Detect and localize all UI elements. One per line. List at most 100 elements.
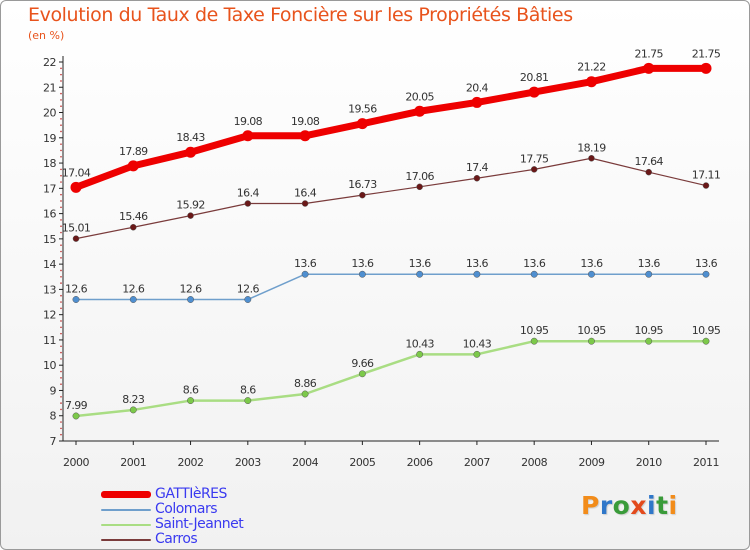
- y-minor-tick: [60, 402, 62, 404]
- data-label: 20.4: [466, 81, 489, 94]
- y-minor-tick: [60, 345, 62, 348]
- data-label: 21.22: [577, 61, 606, 74]
- chart-title: Evolution du Taux de Taxe Foncière sur l…: [28, 4, 573, 26]
- data-label: 12.6: [179, 283, 202, 296]
- data-point: [645, 270, 653, 278]
- data-point: [70, 181, 82, 193]
- y-tick-label: 21: [43, 81, 56, 94]
- proxiti-logo: Proxiti: [581, 491, 678, 520]
- y-tick-label: 14: [43, 258, 56, 271]
- legend-item: Saint-Jeannet: [101, 517, 244, 532]
- y-tick-label: 9: [50, 384, 57, 397]
- data-point: [414, 105, 426, 117]
- series-line: [75, 273, 707, 301]
- y-minor-tick: [60, 370, 62, 373]
- data-label: 13.6: [294, 257, 317, 270]
- data-label: 18.19: [577, 141, 606, 154]
- data-label: 19.08: [234, 115, 263, 128]
- data-point: [588, 270, 595, 278]
- data-label: 13.6: [466, 257, 489, 270]
- y-tick-label: 7: [50, 435, 57, 448]
- y-tick-label: 8: [50, 410, 57, 423]
- series-line: [75, 157, 707, 240]
- data-point: [72, 412, 80, 420]
- y-minor-tick: [60, 99, 62, 101]
- data-point: [473, 270, 481, 278]
- data-label: 17.75: [520, 152, 549, 165]
- data-label: 17.06: [405, 170, 434, 183]
- data-point: [473, 174, 481, 182]
- y-minor-tick: [60, 200, 62, 202]
- data-point: [416, 270, 424, 278]
- data-point: [416, 350, 424, 358]
- data-point: [301, 390, 309, 398]
- data-label: 15.46: [119, 210, 148, 223]
- y-minor-tick: [60, 320, 62, 322]
- logo-letter: i: [668, 491, 678, 520]
- data-point: [702, 337, 710, 345]
- x-tick-label: 2005: [349, 456, 375, 469]
- legend-item: Carros: [101, 532, 243, 547]
- y-minor-tick: [60, 395, 62, 398]
- data-label: 8.6: [240, 384, 256, 397]
- data-label: 10.43: [405, 337, 434, 350]
- logo-letter: P: [581, 491, 600, 520]
- y-minor-tick: [60, 155, 62, 158]
- y-tick-label: 19: [43, 132, 56, 145]
- data-point: [473, 350, 481, 358]
- y-minor-tick: [60, 118, 62, 120]
- data-point: [416, 183, 423, 191]
- y-minor-tick: [60, 294, 62, 297]
- y-minor-tick: [60, 383, 62, 385]
- x-tick-label: 2004: [292, 456, 318, 469]
- y-minor-tick: [60, 105, 62, 108]
- legend-swatch: [101, 508, 151, 511]
- y-minor-tick: [60, 269, 62, 272]
- data-point: [185, 146, 197, 158]
- y-minor-tick: [60, 219, 62, 221]
- x-tick-label: 2006: [407, 456, 433, 469]
- x-tick-label: 2002: [178, 456, 204, 469]
- y-minor-tick: [60, 307, 62, 310]
- data-label: 8.6: [183, 384, 199, 397]
- data-label: 9.66: [351, 357, 374, 370]
- legend: GATTIèRES Colomars Saint-Jeannet Carros: [101, 487, 244, 547]
- y-minor-tick: [60, 351, 62, 354]
- series-line: [74, 339, 708, 418]
- logo-letter: r: [599, 491, 613, 520]
- y-minor-tick: [60, 174, 62, 177]
- y-tick-label: 10: [43, 359, 56, 372]
- data-point: [187, 212, 194, 219]
- y-tick-label: 18: [43, 157, 56, 170]
- data-label: 10.95: [634, 324, 663, 337]
- data-point: [588, 155, 595, 162]
- data-point: [471, 96, 483, 108]
- data-point: [301, 270, 309, 278]
- y-minor-tick: [60, 130, 62, 133]
- data-point: [299, 130, 311, 142]
- series-line: [72, 64, 710, 191]
- data-point: [356, 118, 368, 130]
- y-minor-tick: [60, 149, 62, 152]
- data-point: [528, 86, 540, 98]
- y-tick-label: 20: [43, 107, 56, 120]
- data-label: 19.56: [348, 103, 377, 116]
- data-label: 16.4: [237, 186, 260, 199]
- series-carros: 15.01 15.46 15.92 16.4 16.4 16.73 17.06 17.4 17.…: [62, 141, 721, 242]
- data-label: 20.05: [405, 90, 434, 103]
- series-saint-jeannet: 7.99 8.23 8.6 8.6 8.86 9.66 10.43 10.43 10.95 10.…: [65, 324, 721, 420]
- data-point: [585, 76, 597, 88]
- y-minor-tick: [60, 275, 62, 278]
- y-tick-label: 12: [43, 309, 56, 322]
- y-minor-tick: [60, 358, 62, 360]
- legend-label: Carros: [155, 531, 198, 547]
- legend-label: Colomars: [155, 501, 218, 517]
- x-tick-label: 2001: [120, 456, 146, 469]
- y-minor-tick: [60, 377, 62, 379]
- data-label: 10.95: [692, 324, 721, 337]
- y-minor-tick: [60, 225, 62, 228]
- data-label: 17.04: [62, 166, 91, 179]
- data-label: 10.95: [520, 324, 549, 337]
- data-label: 10.95: [577, 324, 606, 337]
- data-label: 16.4: [294, 186, 317, 199]
